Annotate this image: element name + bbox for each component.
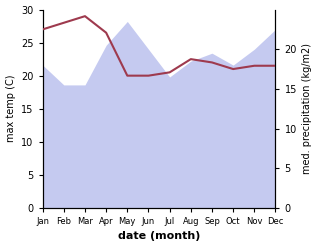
Y-axis label: max temp (C): max temp (C) xyxy=(5,75,16,143)
X-axis label: date (month): date (month) xyxy=(118,231,200,242)
Y-axis label: med. precipitation (kg/m2): med. precipitation (kg/m2) xyxy=(302,43,313,174)
